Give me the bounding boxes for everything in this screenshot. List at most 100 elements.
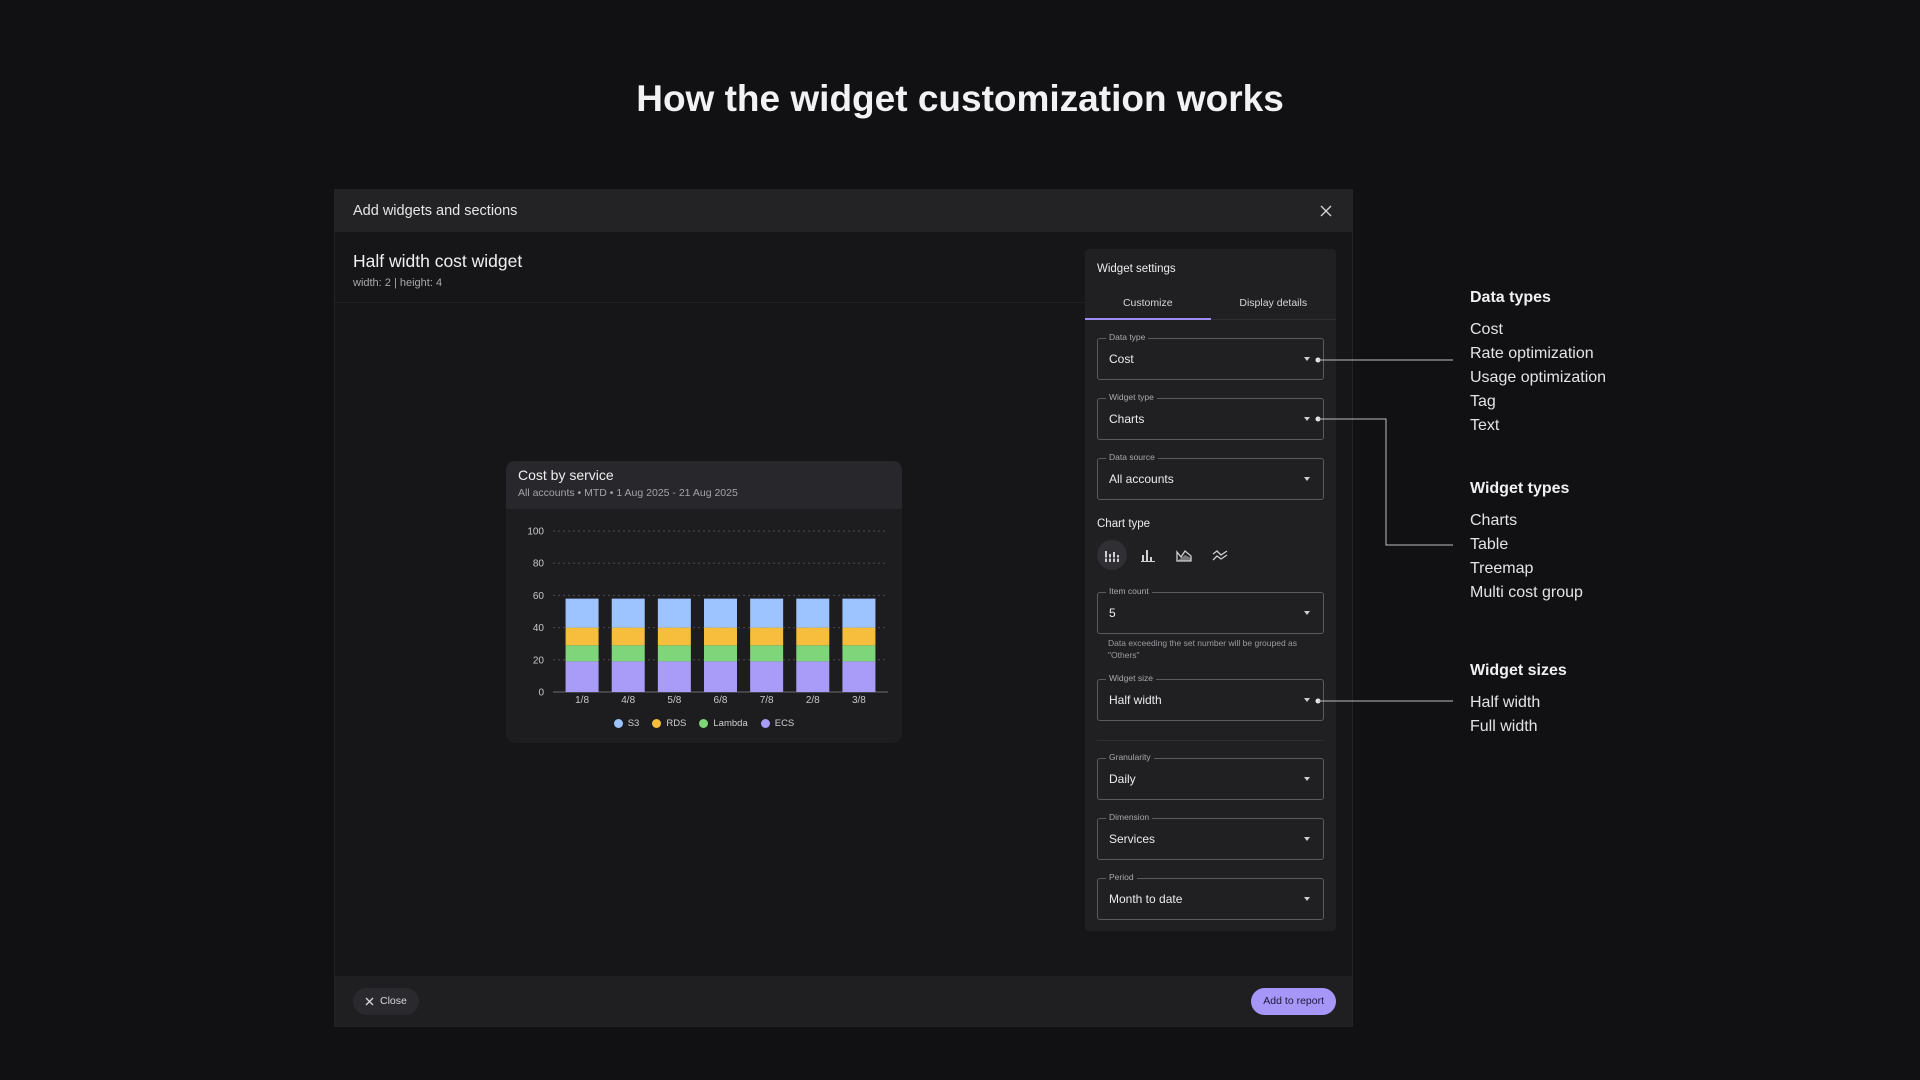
x-tick-label: 5/8 [667, 695, 681, 706]
close-icon[interactable] [1318, 203, 1334, 219]
bar-segment-s3 [842, 598, 876, 628]
stacked-bar-icon[interactable] [1097, 540, 1127, 570]
granularity-select[interactable]: Granularity Daily [1097, 752, 1324, 800]
settings-tabs: Customize Display details [1085, 286, 1336, 320]
divider [335, 302, 1085, 303]
period-select[interactable]: Period Month to date [1097, 872, 1324, 920]
connector-widget-types [1318, 418, 1453, 546]
bar-segment-rds [611, 627, 645, 646]
chart-plot: 0 20 40 60 80 100 1/8 4/8 5/8 6/8 7/8 2/8 3/8 [527, 527, 888, 706]
annotation-title: Widget types [1470, 480, 1570, 497]
modal-title: Add widgets and sections [353, 203, 518, 219]
field-label: Widget size [1106, 673, 1156, 683]
caret-down-icon [1304, 477, 1310, 481]
area-chart-icon[interactable] [1169, 540, 1199, 570]
field-label: Widget type [1106, 392, 1157, 402]
field-value: All accounts [1109, 472, 1174, 486]
bar-segment-rds [565, 627, 599, 646]
annotation-item: Charts [1470, 512, 1518, 529]
dimension-select[interactable]: Dimension Services [1097, 812, 1324, 860]
field-label: Dimension [1106, 812, 1153, 822]
bar-segment-rds [796, 627, 830, 646]
chart-card-header: Cost by service All accounts • MTD • 1 A… [506, 461, 902, 509]
field-value: Daily [1109, 772, 1136, 786]
bar-segment-rds [657, 627, 691, 646]
bar-segment-lambda [842, 645, 876, 662]
data-source-select[interactable]: Data source All accounts [1097, 452, 1324, 500]
annotation-item: Treemap [1470, 560, 1534, 577]
field-value: Month to date [1109, 892, 1183, 906]
caret-down-icon [1304, 777, 1310, 781]
annotation-widget-sizes: Widget sizes Half width Full width [1470, 662, 1567, 739]
bar-segment-s3 [796, 598, 830, 628]
y-tick-label: 0 [538, 688, 544, 699]
close-icon [365, 997, 374, 1005]
bar-segment-s3 [704, 598, 737, 628]
x-tick-label: 3/8 [852, 695, 866, 706]
legend-label: RDS [666, 718, 687, 729]
field-label: Item count [1106, 586, 1152, 596]
widget-size-select[interactable]: Widget size Half width [1097, 673, 1324, 721]
legend-swatch [760, 719, 770, 728]
chart-type-label: Chart type [1097, 518, 1151, 530]
annotation-item: Rate optimization [1470, 345, 1594, 362]
annotation-data-types: Data types Cost Rate optimization Usage … [1470, 289, 1606, 438]
annotation-title: Data types [1470, 289, 1551, 306]
field-value: Half width [1109, 693, 1162, 707]
divider [1097, 740, 1324, 741]
legend-label: Lambda [713, 718, 748, 729]
x-tick-label: 1/8 [575, 695, 589, 706]
widget-name: Half width cost widget [353, 251, 523, 271]
item-count-select[interactable]: Item count 5 [1097, 586, 1324, 634]
chart-title: Cost by service [518, 467, 614, 483]
y-tick-label: 20 [533, 655, 545, 666]
annotation-item: Tag [1470, 393, 1496, 410]
grouped-bar-icon[interactable] [1133, 540, 1163, 570]
tab-display-details[interactable]: Display details [1239, 296, 1308, 309]
caret-down-icon [1304, 611, 1310, 615]
widget-dimensions: width: 2 | height: 4 [353, 277, 443, 289]
bar-segment-ecs [796, 661, 830, 692]
field-label: Data source [1106, 452, 1158, 462]
data-type-select[interactable]: Data type Cost [1097, 332, 1324, 380]
bar-segment-rds [750, 627, 784, 646]
legend-item: ECS [760, 718, 794, 729]
legend-item: S3 [613, 718, 639, 729]
bar-segment-ecs [657, 661, 691, 692]
add-to-report-button[interactable]: Add to report [1251, 987, 1336, 1015]
close-button[interactable]: Close [353, 987, 419, 1015]
caret-down-icon [1304, 837, 1310, 841]
widget-header: Half width cost widget width: 2 | height… [353, 251, 522, 289]
annotation-item: Half width [1470, 694, 1541, 711]
chart-type-selector [1097, 540, 1235, 570]
bar-segment-ecs [704, 661, 737, 692]
caret-down-icon [1304, 417, 1310, 421]
bar-segment-s3 [657, 598, 691, 628]
field-value: Cost [1109, 352, 1134, 366]
bar-segment-lambda [796, 645, 830, 662]
modal-header: Add widgets and sections [335, 190, 1352, 232]
legend-swatch [613, 719, 623, 728]
legend-item: RDS [652, 718, 686, 729]
annotation-title: Widget sizes [1470, 662, 1567, 679]
annotation-item: Usage optimization [1470, 369, 1607, 386]
bar-segment-s3 [611, 598, 645, 628]
bar-segment-lambda [611, 645, 645, 662]
field-value: 5 [1109, 606, 1116, 620]
field-value: Services [1109, 832, 1156, 846]
field-value: Charts [1109, 412, 1145, 426]
widget-settings-panel: Widget settings Customize Display detail… [1085, 249, 1336, 931]
caret-down-icon [1304, 897, 1310, 901]
bar-segment-lambda [565, 645, 599, 662]
caret-down-icon [1304, 357, 1310, 361]
legend-swatch [652, 719, 662, 728]
x-tick-label: 7/8 [760, 695, 774, 706]
settings-title: Widget settings [1097, 263, 1176, 275]
x-tick-label: 4/8 [621, 695, 635, 706]
y-tick-label: 60 [533, 591, 545, 602]
field-label: Granularity [1106, 752, 1154, 762]
bar-segment-rds [704, 627, 737, 646]
tab-customize[interactable]: Customize [1085, 286, 1211, 320]
bar-segment-ecs [750, 661, 784, 692]
line-chart-icon[interactable] [1205, 540, 1235, 570]
